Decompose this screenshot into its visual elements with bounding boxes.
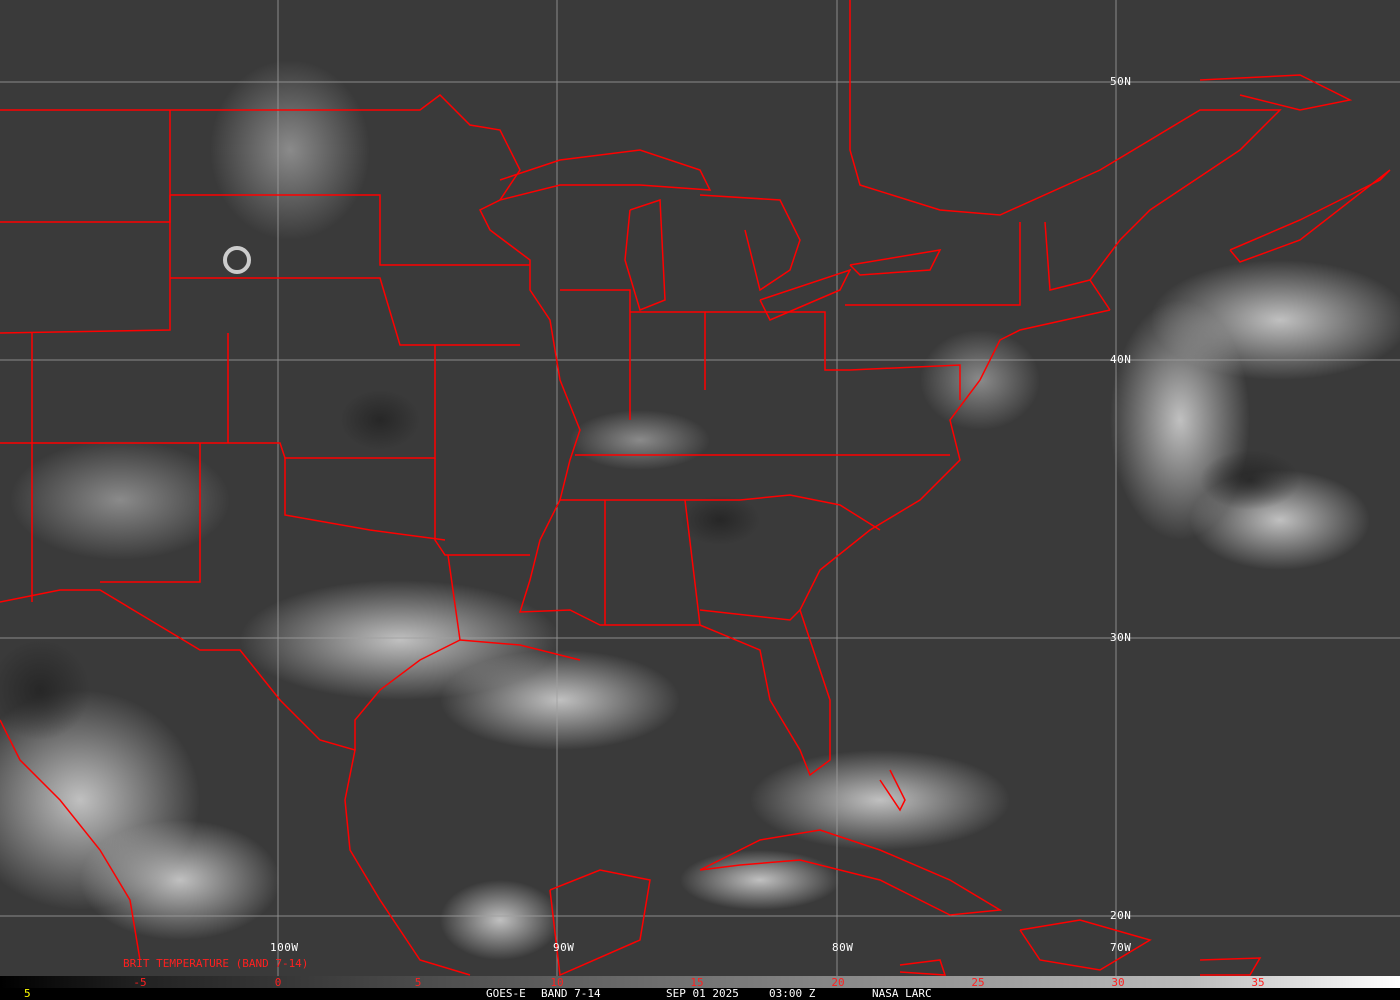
colorbar-tick: 10: [550, 976, 564, 989]
colorbar-tick: 25: [971, 976, 985, 989]
lat-label-40n: 40N: [1110, 353, 1132, 366]
colorbar-tick: 5: [414, 976, 422, 989]
image-date: SEP 01 2025: [666, 987, 739, 1000]
lon-label-70w: 70W: [1110, 941, 1132, 954]
map-canvas: [0, 0, 1400, 976]
band-name: BAND 7-14: [541, 987, 601, 1000]
lon-label-80w: 80W: [832, 941, 854, 954]
colorbar-tick: 30: [1111, 976, 1125, 989]
colorbar: [0, 976, 1400, 988]
colorbar-tick: 20: [831, 976, 845, 989]
footer-left-value: 5: [24, 987, 31, 1000]
lat-label-50n: 50N: [1110, 75, 1132, 88]
colorbar-tick: -5: [133, 976, 147, 989]
colorbar-tick: 35: [1251, 976, 1265, 989]
colorbar-tick: 0: [274, 976, 282, 989]
image-time: 03:00 Z: [769, 987, 816, 1000]
satellite-name: GOES-E: [486, 987, 526, 1000]
political-borders: [0, 0, 1391, 976]
lat-label-20n: 20N: [1110, 909, 1132, 922]
lat-label-30n: 30N: [1110, 631, 1132, 644]
colorbar-tick: 15: [690, 976, 704, 989]
lon-label-100w: 100W: [270, 941, 299, 954]
product-label: BRIT TEMPERATURE (BAND 7-14): [123, 957, 309, 970]
lat-lon-grid: [0, 0, 1400, 976]
data-source: NASA LARC: [872, 987, 932, 1000]
lon-label-90w: 90W: [553, 941, 575, 954]
footer-bar: 5 GOES-E BAND 7-14 SEP 01 2025 03:00 Z N…: [0, 988, 1400, 1000]
